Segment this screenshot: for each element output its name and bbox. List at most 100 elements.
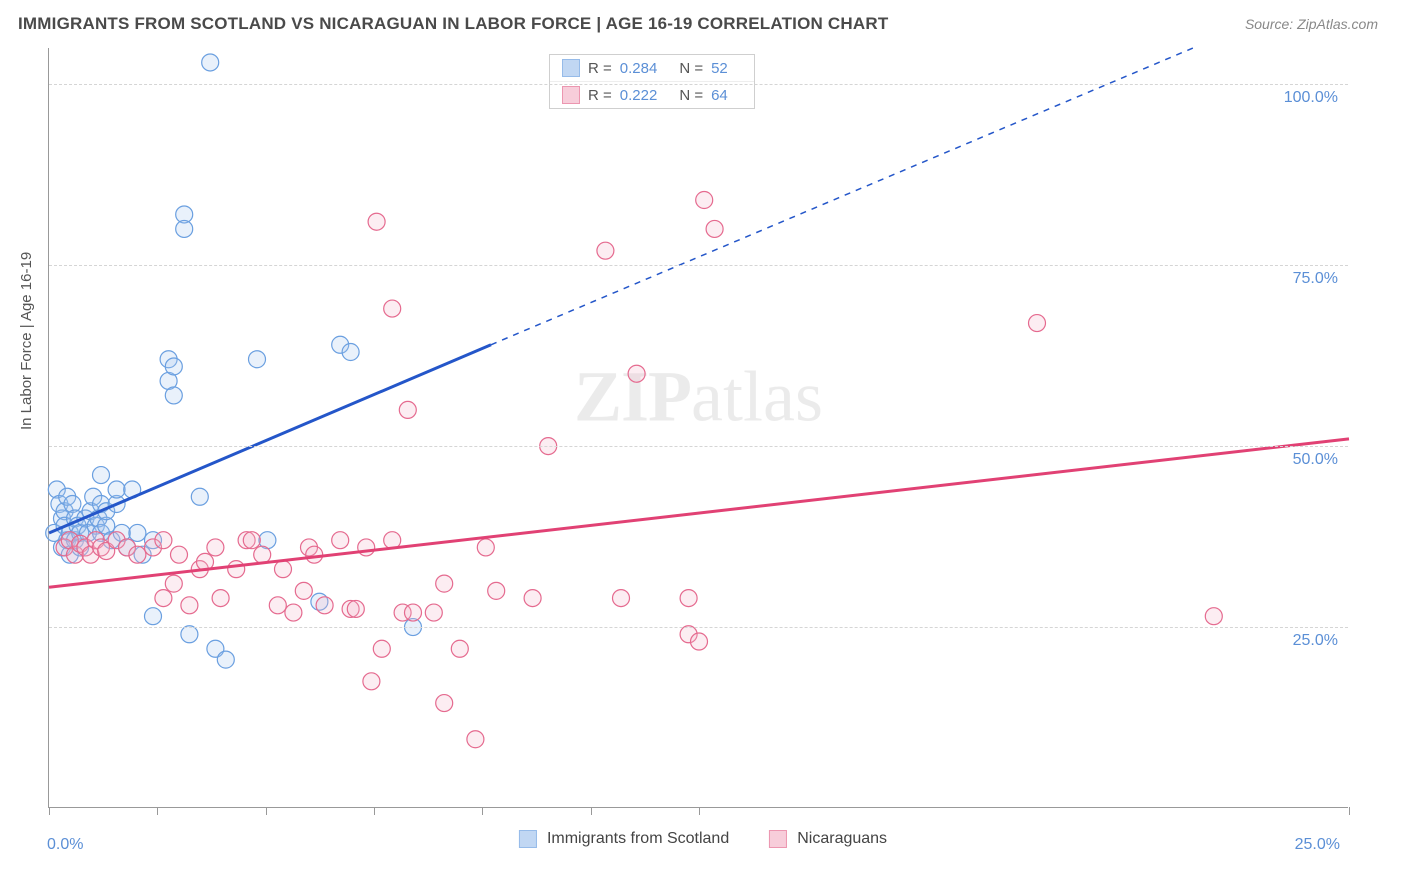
gridline: [49, 627, 1348, 628]
x-tick: [591, 807, 592, 815]
data-point-nicaraguans: [332, 532, 349, 549]
legend-item-nicaraguans: Nicaraguans: [769, 830, 887, 848]
data-point-nicaraguans: [347, 600, 364, 617]
x-tick-label: 0.0%: [47, 836, 83, 854]
legend-swatch: [562, 59, 580, 77]
data-point-nicaraguans: [165, 575, 182, 592]
x-tick-label: 25.0%: [1295, 836, 1340, 854]
n-value: 64: [711, 87, 728, 104]
plot-area: ZIPatlas R =0.284N =52R =0.222N =64 25.0…: [48, 48, 1348, 808]
data-point-nicaraguans: [155, 590, 172, 607]
r-value: 0.284: [620, 60, 658, 77]
trendline-nicaraguans: [49, 439, 1349, 587]
data-point-scotland: [181, 626, 198, 643]
data-point-scotland: [108, 481, 125, 498]
legend-item-scotland: Immigrants from Scotland: [519, 830, 729, 848]
data-point-nicaraguans: [613, 590, 630, 607]
data-point-nicaraguans: [181, 597, 198, 614]
legend-label: Immigrants from Scotland: [547, 830, 729, 848]
y-tick-label: 100.0%: [1284, 89, 1338, 107]
data-point-scotland: [217, 651, 234, 668]
data-point-scotland: [249, 351, 266, 368]
data-point-nicaraguans: [254, 546, 271, 563]
legend-series: Immigrants from Scotland Nicaraguans: [519, 830, 887, 848]
data-point-nicaraguans: [316, 597, 333, 614]
data-point-nicaraguans: [207, 539, 224, 556]
data-point-nicaraguans: [680, 590, 697, 607]
data-point-nicaraguans: [524, 590, 541, 607]
source-label: Source: ZipAtlas.com: [1245, 16, 1378, 32]
data-point-nicaraguans: [295, 582, 312, 599]
data-point-nicaraguans: [285, 604, 302, 621]
legend-swatch: [769, 830, 787, 848]
legend-swatch: [562, 86, 580, 104]
data-point-nicaraguans: [706, 220, 723, 237]
y-tick-label: 75.0%: [1293, 270, 1338, 288]
data-point-scotland: [191, 488, 208, 505]
n-value: 52: [711, 60, 728, 77]
data-point-nicaraguans: [436, 575, 453, 592]
data-point-nicaraguans: [451, 640, 468, 657]
data-point-nicaraguans: [275, 561, 292, 578]
data-point-nicaraguans: [358, 539, 375, 556]
r-label: R =: [588, 87, 612, 104]
r-value: 0.222: [620, 87, 658, 104]
gridline: [49, 446, 1348, 447]
x-tick: [49, 807, 50, 815]
data-point-nicaraguans: [368, 213, 385, 230]
x-tick: [266, 807, 267, 815]
legend-stats: R = 0.284 N = 52 R = 0.222 N = 64: [549, 54, 755, 109]
data-point-nicaraguans: [129, 546, 146, 563]
data-point-scotland: [165, 387, 182, 404]
data-point-scotland: [145, 608, 162, 625]
data-point-scotland: [202, 54, 219, 71]
data-point-nicaraguans: [628, 365, 645, 382]
x-tick: [1349, 807, 1350, 815]
data-point-nicaraguans: [306, 546, 323, 563]
data-point-scotland: [93, 467, 110, 484]
legend-label: Nicaraguans: [797, 830, 887, 848]
scatter-svg: [49, 48, 1349, 808]
n-label: N =: [679, 87, 703, 104]
data-point-nicaraguans: [1205, 608, 1222, 625]
chart-title: IMMIGRANTS FROM SCOTLAND VS NICARAGUAN I…: [18, 14, 888, 34]
data-point-nicaraguans: [243, 532, 260, 549]
data-point-nicaraguans: [171, 546, 188, 563]
data-point-scotland: [129, 524, 146, 541]
data-point-nicaraguans: [269, 597, 286, 614]
data-point-nicaraguans: [212, 590, 229, 607]
y-axis-title: In Labor Force | Age 16-19: [18, 252, 35, 430]
data-point-nicaraguans: [477, 539, 494, 556]
data-point-nicaraguans: [425, 604, 442, 621]
data-point-nicaraguans: [691, 633, 708, 650]
legend-stat-row-scotland: R = 0.284 N = 52: [550, 55, 754, 81]
n-label: N =: [679, 60, 703, 77]
data-point-nicaraguans: [363, 673, 380, 690]
data-point-nicaraguans: [467, 731, 484, 748]
data-point-scotland: [165, 358, 182, 375]
legend-swatch: [519, 830, 537, 848]
r-label: R =: [588, 60, 612, 77]
data-point-nicaraguans: [384, 300, 401, 317]
data-point-nicaraguans: [155, 532, 172, 549]
data-point-nicaraguans: [228, 561, 245, 578]
data-point-nicaraguans: [405, 604, 422, 621]
data-point-nicaraguans: [597, 242, 614, 259]
x-tick: [374, 807, 375, 815]
data-point-nicaraguans: [1029, 315, 1046, 332]
gridline: [49, 265, 1348, 266]
y-tick-label: 50.0%: [1293, 451, 1338, 469]
data-point-scotland: [342, 344, 359, 361]
y-tick-label: 25.0%: [1293, 632, 1338, 650]
data-point-nicaraguans: [373, 640, 390, 657]
data-point-nicaraguans: [488, 582, 505, 599]
data-point-nicaraguans: [399, 401, 416, 418]
trendline-scotland: [49, 345, 491, 533]
data-point-nicaraguans: [696, 192, 713, 209]
x-tick: [699, 807, 700, 815]
gridline: [49, 84, 1348, 85]
data-point-nicaraguans: [436, 695, 453, 712]
x-tick: [157, 807, 158, 815]
data-point-scotland: [176, 220, 193, 237]
x-tick: [482, 807, 483, 815]
